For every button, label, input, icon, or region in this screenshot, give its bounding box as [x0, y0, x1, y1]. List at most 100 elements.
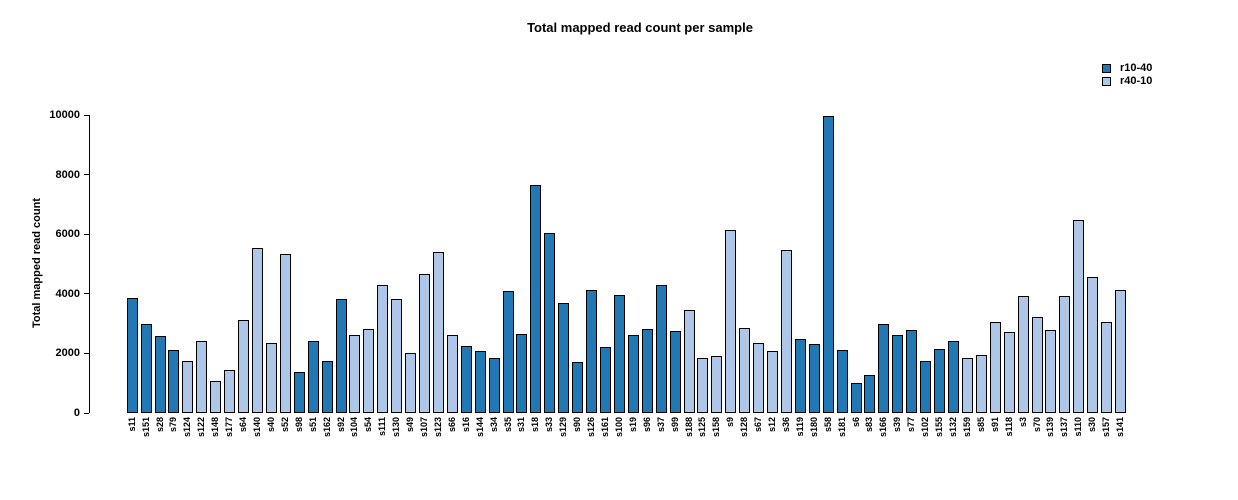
bar-s28	[154, 336, 166, 413]
y-tick-mark	[84, 412, 89, 414]
bar-s99	[669, 331, 681, 413]
bar-s188	[683, 310, 695, 413]
bar-s123	[432, 252, 444, 413]
bar-s119	[794, 339, 806, 413]
y-axis-line	[89, 115, 90, 413]
bar-s3	[1017, 295, 1029, 413]
bar-s77	[906, 330, 918, 413]
x-tick-label: s30	[1087, 417, 1098, 433]
x-tick-label: s6	[850, 417, 861, 428]
y-tick-mark	[84, 114, 89, 116]
x-tick-label: s107	[419, 417, 430, 438]
bar-s12	[767, 350, 779, 413]
bar-s49	[405, 353, 417, 413]
x-tick-label: s64	[238, 417, 249, 433]
x-tick-label: s157	[1101, 417, 1112, 438]
x-tick-label: s16	[460, 417, 471, 433]
x-tick-label: s137	[1059, 417, 1070, 438]
bar-s124	[182, 361, 194, 413]
x-tick-label: s180	[808, 417, 819, 438]
legend-swatch-icon	[1102, 77, 1111, 86]
bar-s67	[753, 342, 765, 413]
x-tick-label: s123	[432, 417, 443, 438]
x-tick-label: s166	[878, 417, 889, 438]
x-tick-label: s92	[335, 417, 346, 433]
x-tick-label: s158	[711, 417, 722, 438]
x-tick-label: s140	[251, 417, 262, 438]
x-tick-label: s125	[697, 417, 708, 438]
x-tick-label: s19	[627, 417, 638, 433]
bar-s70	[1031, 317, 1043, 413]
x-tick-label: s40	[265, 417, 276, 433]
legend-item: r10-40	[1102, 62, 1152, 75]
y-tick-label: 0	[73, 407, 80, 419]
x-tick-label: s52	[279, 417, 290, 433]
legend-label: r10-40	[1120, 62, 1153, 74]
x-tick-label: s31	[516, 417, 527, 433]
bar-s33	[544, 233, 556, 413]
bar-s181	[836, 349, 848, 413]
bar-s36	[780, 249, 792, 413]
x-tick-label: s102	[920, 417, 931, 438]
bar-s16	[460, 345, 472, 413]
x-tick-label: s37	[655, 417, 666, 433]
bar-s58	[822, 116, 834, 413]
bar-s19	[627, 334, 639, 413]
bar-s162	[321, 360, 333, 413]
x-tick-label: s161	[599, 417, 610, 438]
x-tick-label: s3	[1017, 417, 1028, 428]
x-tick-label: s162	[321, 417, 332, 438]
bar-s125	[697, 358, 709, 413]
x-tick-label: s98	[293, 417, 304, 433]
x-tick-label: s139	[1045, 417, 1056, 438]
bar-s177	[224, 370, 236, 413]
x-tick-label: s188	[683, 417, 694, 438]
bar-s155	[934, 348, 946, 413]
bar-s159	[961, 358, 973, 413]
x-tick-label: s110	[1073, 417, 1084, 437]
bar-s100	[613, 294, 625, 413]
bar-s148	[210, 381, 222, 413]
bar-s151	[140, 324, 152, 413]
bar-s52	[279, 254, 291, 413]
y-tick-mark	[84, 352, 89, 354]
x-tick-label: s12	[767, 417, 778, 433]
legend-item: r40-10	[1102, 75, 1152, 88]
bar-s102	[920, 360, 932, 413]
x-tick-label: s144	[474, 417, 485, 438]
y-tick-mark	[84, 233, 89, 235]
y-tick-label: 10000	[49, 109, 80, 121]
x-tick-label: s118	[1003, 417, 1014, 437]
bar-s161	[599, 346, 611, 413]
bar-s92	[335, 298, 347, 413]
bar-s130	[391, 299, 403, 413]
x-tick-label: s36	[780, 417, 791, 433]
bar-s51	[307, 340, 319, 413]
y-tick-mark	[84, 293, 89, 295]
bar-s107	[419, 274, 431, 413]
x-tick-label: s83	[864, 417, 875, 433]
legend: r10-40 r40-10	[1102, 62, 1152, 88]
x-tick-label: s111	[377, 417, 388, 437]
y-tick-label: 6000	[55, 228, 80, 241]
y-tick-label: 8000	[55, 168, 80, 181]
y-tick-mark	[84, 174, 89, 176]
x-tick-label: s18	[530, 417, 541, 433]
legend-swatch-icon	[1102, 64, 1111, 73]
x-tick-label: s177	[224, 417, 235, 438]
bar-s122	[196, 341, 208, 413]
x-tick-label: s129	[558, 417, 569, 438]
bar-s132	[947, 341, 959, 413]
bar-s40	[265, 343, 277, 413]
x-tick-label: s130	[391, 417, 402, 438]
bar-s140	[251, 247, 263, 413]
x-tick-label: s119	[794, 417, 805, 437]
bar-s83	[864, 375, 876, 413]
x-tick-label: s159	[961, 417, 972, 438]
x-tick-label: s49	[405, 417, 416, 433]
x-tick-label: s67	[753, 417, 764, 433]
bar-s157	[1101, 322, 1113, 413]
bar-s18	[530, 184, 542, 413]
bar-s126	[586, 290, 598, 413]
